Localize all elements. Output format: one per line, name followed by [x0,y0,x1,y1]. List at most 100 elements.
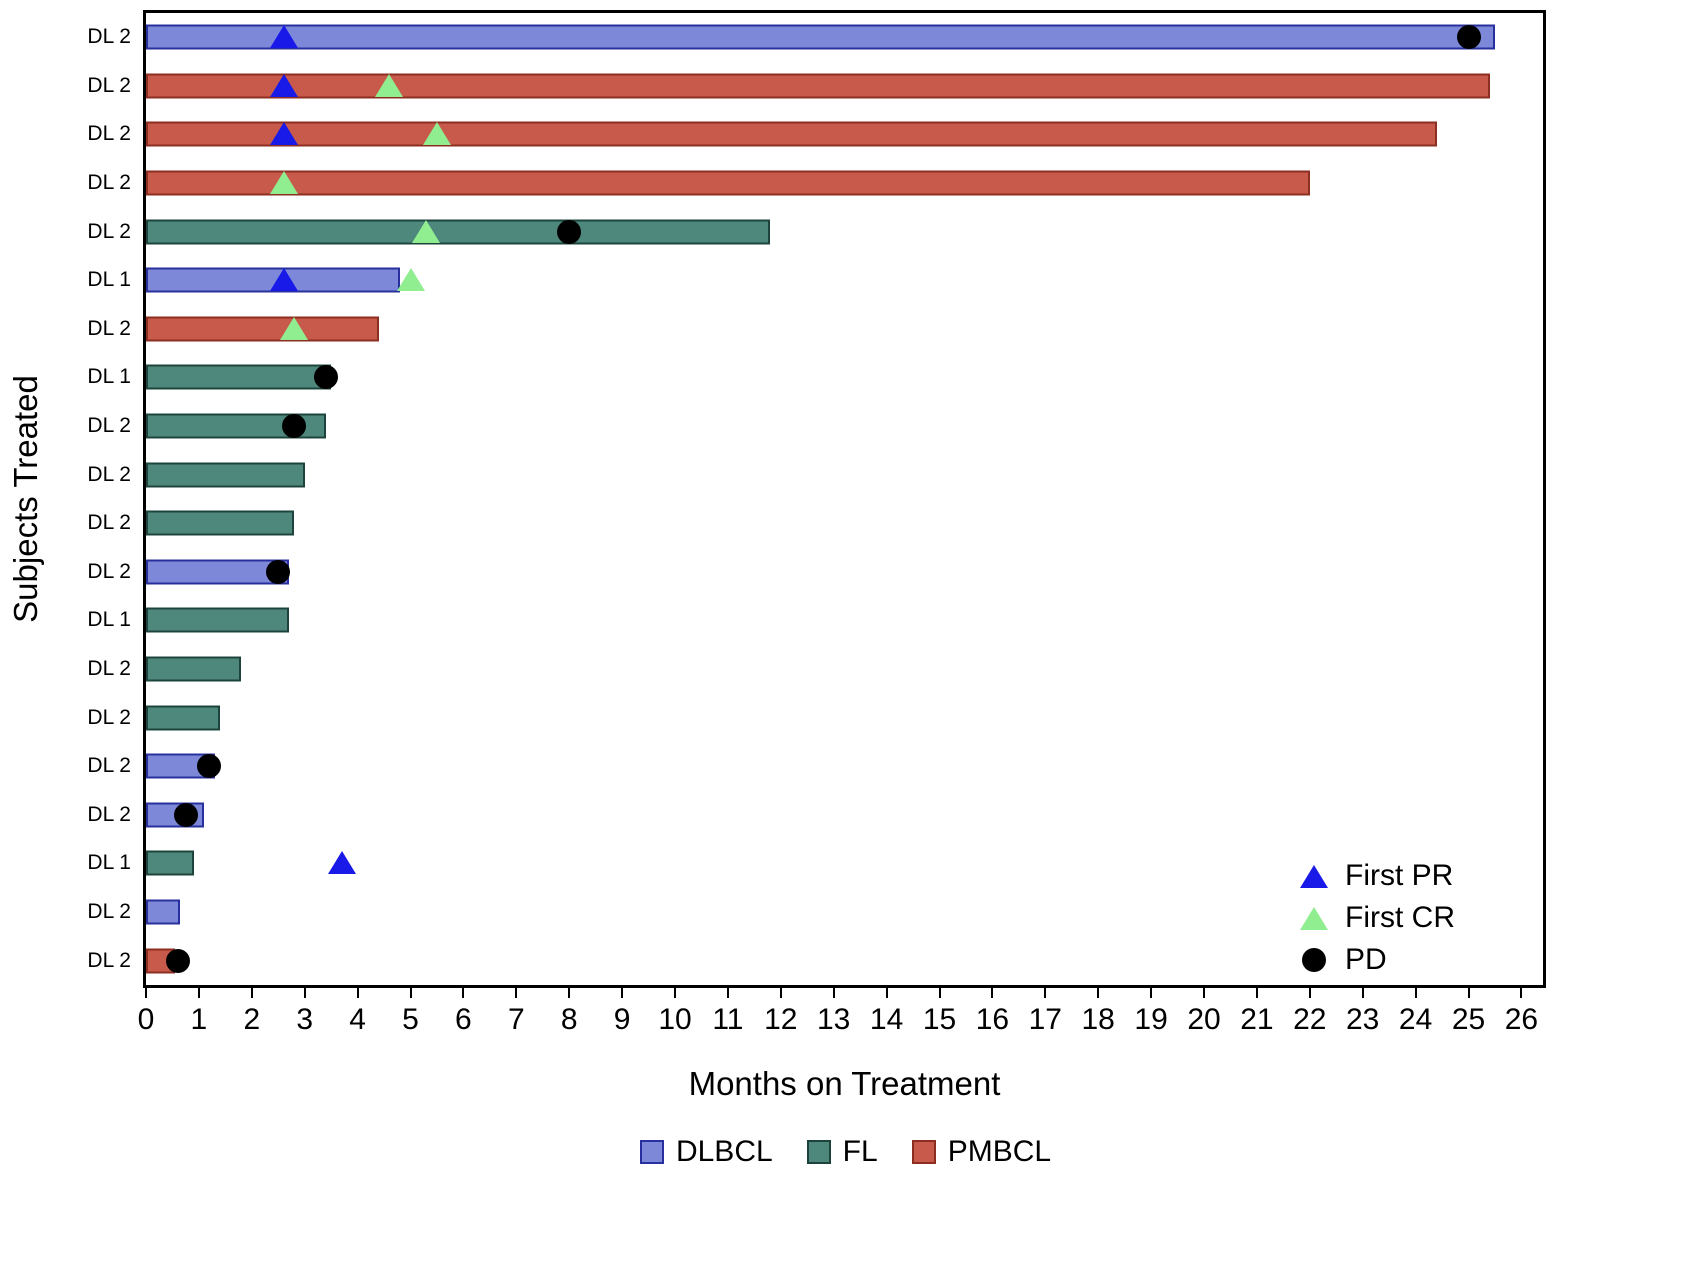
swimmer-row: DL 1 [87,353,1543,402]
x-axis-tick-label: 17 [1028,1003,1062,1036]
x-axis-tick [779,988,782,998]
row-dose-level-label: DL 2 [87,657,131,681]
x-axis-tick-label: 15 [922,1003,957,1036]
swimmer-row: DL 2 [87,13,1543,62]
x-axis-tick-label: 16 [975,1003,1010,1036]
treatment-bar-fl [146,219,771,245]
swimmer-row: DL 1 [87,839,1543,888]
x-axis-tick-label: 25 [1451,1003,1486,1036]
pmbcl-swatch-icon [911,1140,936,1164]
x-axis-tick [1044,988,1047,998]
first-cr-marker [269,171,298,195]
x-axis-tick [197,988,200,998]
x-axis-tick [462,988,465,998]
first-pr-marker [269,122,298,146]
treatment-bar-fl [146,510,295,536]
row-dose-level-label: DL 2 [87,219,131,243]
row-dose-level-label: DL 1 [87,851,131,875]
x-axis-tick-label: 22 [1293,1003,1327,1036]
x-axis-tick [832,988,835,998]
x-axis-tick-label: 23 [1346,1003,1380,1036]
x-axis-tick-label: 4 [349,1003,366,1036]
row-dose-level-label: DL 2 [87,705,131,729]
row-dose-level-label: DL 2 [87,171,131,195]
x-axis-tick-label: 3 [296,1003,314,1036]
row-dose-level-label: DL 2 [87,462,131,486]
x-axis-tick-label: 21 [1240,1003,1274,1036]
x-axis-tick [568,988,571,998]
first-cr-marker [412,219,441,243]
x-axis-tick-label: 7 [507,1003,525,1036]
first-pr-marker [269,25,298,49]
swimmer-row: DL 2 [87,936,1543,985]
row-dose-level-label: DL 2 [87,122,131,146]
x-axis-title: Months on Treatment [688,1065,1001,1102]
group-legend: DLBCL FL PMBCL [0,1135,1691,1169]
x-axis-tick-label: 18 [1081,1003,1115,1036]
x-axis-tick [674,988,676,998]
x-axis-tick [1520,988,1523,998]
x-axis-tick-label: 19 [1134,1003,1168,1036]
treatment-bar-pmbcl [146,170,1310,196]
x-axis-tick-label: 6 [455,1003,472,1036]
treatment-bar-fl [146,705,221,731]
treatment-bar-pmbcl [146,121,1437,147]
x-axis-tick-label: 2 [243,1003,261,1036]
swimmer-row: DL 2 [87,305,1543,354]
x-axis-tick-label: 24 [1398,1003,1433,1036]
swimmer-row: DL 2 [87,402,1543,451]
first-cr-marker [396,268,425,292]
x-axis-tick-label: 20 [1187,1003,1221,1036]
row-dose-level-label: DL 2 [87,948,131,972]
marker-legend: First PR First CR PD [1299,859,1529,977]
swimmer-row: DL 2 [87,645,1543,694]
swimmer-row: DL 2 [87,888,1543,937]
swimmer-row: DL 2 [87,548,1543,597]
row-dose-level-label: DL 2 [87,900,131,924]
swimmer-row: DL 1 [87,596,1543,645]
treatment-bar-fl [146,364,332,390]
marker-legend-item: First CR [1299,901,1529,935]
group-legend-item: FL [806,1135,878,1169]
row-dose-level-label: DL 1 [87,608,131,632]
x-axis-tick [938,988,941,998]
swimmer-row: DL 2 [87,693,1543,742]
x-axis-tick [1467,988,1470,998]
treatment-bar-dlbcl [146,24,1495,50]
x-axis-tick [356,988,359,998]
x-axis-tick [303,988,306,998]
x-axis-tick-label: 10 [658,1003,692,1036]
marker-legend-label: First PR [1345,859,1454,892]
x-axis-tick-label: 26 [1504,1003,1539,1036]
x-axis-tick-label: 0 [137,1003,155,1036]
x-axis-tick [621,988,624,998]
x-axis-tick [1308,988,1311,998]
x-axis-tick [409,988,412,998]
first-pr-marker [327,851,356,875]
marker-legend-icon-slot [1299,864,1329,888]
x-axis-tick [250,988,253,998]
row-dose-level-label: DL 2 [87,316,131,340]
marker-legend-label: PD [1345,943,1387,976]
y-axis-title: Subjects Treated [7,375,44,623]
x-axis-tick-label: 11 [712,1003,744,1036]
swimmer-row: DL 2 [87,110,1543,159]
x-axis-tick-label: 14 [869,1003,904,1036]
x-axis-tick [1414,988,1417,998]
row-dose-level-label: DL 2 [87,559,131,583]
group-legend-item: PMBCL [911,1135,1051,1169]
pd-legend-icon [1302,948,1326,972]
first-cr-marker [280,316,309,340]
swimmer-row: DL 2 [87,207,1543,256]
first-pr-marker [269,73,298,97]
row-dose-level-label: DL 2 [87,25,131,49]
first-cr-legend-icon [1300,906,1328,930]
treatment-bar-fl [146,656,242,682]
group-legend-label: FL [842,1135,878,1168]
x-axis-tick [1203,988,1205,998]
pd-marker [165,948,190,973]
x-axis-tick [991,988,994,998]
x-axis-tick [726,988,729,998]
dlbcl-swatch-icon [639,1140,664,1164]
